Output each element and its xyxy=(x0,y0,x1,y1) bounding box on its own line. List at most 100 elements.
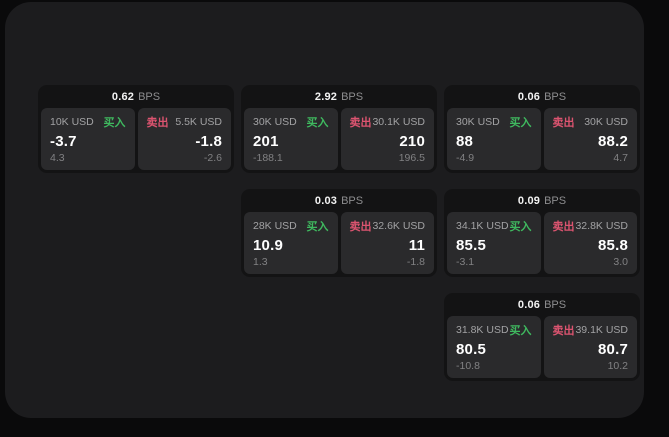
buy-price-value: 201 xyxy=(253,132,279,150)
bps-value: 2.92 xyxy=(314,90,338,103)
buy-sub-value: -4.9 xyxy=(456,152,475,164)
sell-panel-top: 卖出 32.8K USD xyxy=(553,218,629,234)
buy-sell-panels: 34.1K USD 买入 85.5 -3.1 卖出 32.8K USD 85.8… xyxy=(444,210,640,277)
buy-side-tag: 买入 xyxy=(509,325,532,337)
bps-header: 2.92 BPS xyxy=(241,85,437,106)
bps-value: 0.09 xyxy=(517,194,541,207)
buy-sell-panels: 31.8K USD 买入 80.5 -10.8 卖出 39.1K USD 80.… xyxy=(444,314,640,381)
sell-quote-panel[interactable]: 卖出 30.1K USD 210 196.5 xyxy=(340,108,434,170)
bps-header: 0.09 BPS xyxy=(444,189,640,210)
buy-panel-top: 10K USD 买入 xyxy=(50,114,126,130)
quote-card[interactable]: 0.06 BPS 30K USD 买入 88 -4.9 卖出 30K USD 8… xyxy=(444,85,640,173)
sell-quote-panel[interactable]: 卖出 5.5K USD -1.8 -2.6 xyxy=(137,108,231,170)
sell-quote-panel[interactable]: 卖出 32.8K USD 85.8 3.0 xyxy=(543,212,637,274)
buy-amount-label: 28K USD xyxy=(253,220,297,232)
buy-quote-panel[interactable]: 10K USD 买入 -3.7 4.3 xyxy=(41,108,135,170)
buy-amount-label: 34.1K USD xyxy=(456,220,509,232)
buy-panel-top: 28K USD 买入 xyxy=(253,218,329,234)
quote-card[interactable]: 0.03 BPS 28K USD 买入 10.9 1.3 卖出 32.6K US… xyxy=(241,189,437,277)
sell-amount-label: 32.8K USD xyxy=(575,220,628,232)
bps-unit-label: BPS xyxy=(138,90,161,103)
sell-side-tag: 卖出 xyxy=(552,325,575,337)
bps-unit-label: BPS xyxy=(341,90,364,103)
bps-value: 0.03 xyxy=(314,194,338,207)
buy-price-value: 80.5 xyxy=(456,340,486,358)
sell-quote-panel[interactable]: 卖出 39.1K USD 80.7 10.2 xyxy=(543,316,637,378)
bps-header: 0.06 BPS xyxy=(444,293,640,314)
buy-sub-value: 4.3 xyxy=(50,152,65,164)
buy-sell-panels: 10K USD 买入 -3.7 4.3 卖出 5.5K USD -1.8 -2.… xyxy=(38,106,234,173)
buy-sell-panels: 30K USD 买入 201 -188.1 卖出 30.1K USD 210 1… xyxy=(241,106,437,173)
quote-card[interactable]: 0.09 BPS 34.1K USD 买入 85.5 -3.1 卖出 32.8K… xyxy=(444,189,640,277)
buy-side-tag: 买入 xyxy=(509,221,532,233)
buy-price-value: 85.5 xyxy=(456,236,486,254)
buy-amount-label: 10K USD xyxy=(50,116,94,128)
buy-price-value: -3.7 xyxy=(50,132,77,150)
sell-price-value: 88.2 xyxy=(598,132,628,150)
sell-side-tag: 卖出 xyxy=(552,221,575,233)
buy-sub-value: -10.8 xyxy=(456,360,480,372)
buy-side-tag: 买入 xyxy=(306,221,329,233)
sell-side-tag: 卖出 xyxy=(552,117,575,129)
sell-side-tag: 卖出 xyxy=(146,117,169,129)
sell-amount-label: 32.6K USD xyxy=(372,220,425,232)
bps-unit-label: BPS xyxy=(544,90,567,103)
buy-panel-top: 31.8K USD 买入 xyxy=(456,322,532,338)
quote-card[interactable]: 0.06 BPS 31.8K USD 买入 80.5 -10.8 卖出 39.1… xyxy=(444,293,640,381)
sell-sub-value: 3.0 xyxy=(613,256,628,268)
buy-sell-panels: 30K USD 买入 88 -4.9 卖出 30K USD 88.2 4.7 xyxy=(444,106,640,173)
buy-quote-panel[interactable]: 30K USD 买入 201 -188.1 xyxy=(244,108,338,170)
quote-card[interactable]: 0.62 BPS 10K USD 买入 -3.7 4.3 卖出 5.5K USD… xyxy=(38,85,234,173)
bps-value: 0.06 xyxy=(517,90,541,103)
bps-value: 0.06 xyxy=(517,298,541,311)
buy-price-value: 10.9 xyxy=(253,236,283,254)
buy-amount-label: 30K USD xyxy=(253,116,297,128)
sell-price-value: 85.8 xyxy=(598,236,628,254)
buy-panel-top: 30K USD 买入 xyxy=(456,114,532,130)
sell-price-value: 210 xyxy=(399,132,425,150)
bps-header: 0.06 BPS xyxy=(444,85,640,106)
bps-unit-label: BPS xyxy=(544,298,567,311)
sell-panel-top: 卖出 30.1K USD xyxy=(350,114,426,130)
sell-sub-value: -1.8 xyxy=(406,256,425,268)
buy-amount-label: 31.8K USD xyxy=(456,324,509,336)
quote-card[interactable]: 2.92 BPS 30K USD 买入 201 -188.1 卖出 30.1K … xyxy=(241,85,437,173)
buy-sub-value: -188.1 xyxy=(253,152,283,164)
sell-panel-top: 卖出 5.5K USD xyxy=(147,114,223,130)
buy-price-value: 88 xyxy=(456,132,474,150)
sell-price-value: 11 xyxy=(408,236,425,254)
buy-quote-panel[interactable]: 28K USD 买入 10.9 1.3 xyxy=(244,212,338,274)
buy-side-tag: 买入 xyxy=(306,117,329,129)
sell-price-value: 80.7 xyxy=(598,340,628,358)
sell-price-value: -1.8 xyxy=(195,132,222,150)
sell-panel-top: 卖出 32.6K USD xyxy=(350,218,426,234)
buy-panel-top: 34.1K USD 买入 xyxy=(456,218,532,234)
sell-sub-value: 10.2 xyxy=(607,360,628,372)
bps-header: 0.62 BPS xyxy=(38,85,234,106)
sell-amount-label: 30K USD xyxy=(584,116,628,128)
buy-sub-value: -3.1 xyxy=(456,256,475,268)
buy-panel-top: 30K USD 买入 xyxy=(253,114,329,130)
sell-amount-label: 5.5K USD xyxy=(175,116,222,128)
sell-quote-panel[interactable]: 卖出 32.6K USD 11 -1.8 xyxy=(340,212,434,274)
buy-quote-panel[interactable]: 30K USD 买入 88 -4.9 xyxy=(447,108,541,170)
buy-quote-panel[interactable]: 34.1K USD 买入 85.5 -3.1 xyxy=(447,212,541,274)
sell-side-tag: 卖出 xyxy=(349,221,372,233)
sell-side-tag: 卖出 xyxy=(349,117,372,129)
sell-amount-label: 30.1K USD xyxy=(372,116,425,128)
sell-quote-panel[interactable]: 卖出 30K USD 88.2 4.7 xyxy=(543,108,637,170)
buy-sub-value: 1.3 xyxy=(253,256,268,268)
bps-value: 0.62 xyxy=(111,90,135,103)
buy-amount-label: 30K USD xyxy=(456,116,500,128)
sell-sub-value: 196.5 xyxy=(398,152,425,164)
sell-panel-top: 卖出 39.1K USD xyxy=(553,322,629,338)
bps-header: 0.03 BPS xyxy=(241,189,437,210)
bps-unit-label: BPS xyxy=(544,194,567,207)
quote-cards-grid: 0.62 BPS 10K USD 买入 -3.7 4.3 卖出 5.5K USD… xyxy=(38,85,640,381)
bps-unit-label: BPS xyxy=(341,194,364,207)
sell-sub-value: -2.6 xyxy=(203,152,222,164)
buy-quote-panel[interactable]: 31.8K USD 买入 80.5 -10.8 xyxy=(447,316,541,378)
buy-sell-panels: 28K USD 买入 10.9 1.3 卖出 32.6K USD 11 -1.8 xyxy=(241,210,437,277)
sell-amount-label: 39.1K USD xyxy=(575,324,628,336)
buy-side-tag: 买入 xyxy=(103,117,126,129)
